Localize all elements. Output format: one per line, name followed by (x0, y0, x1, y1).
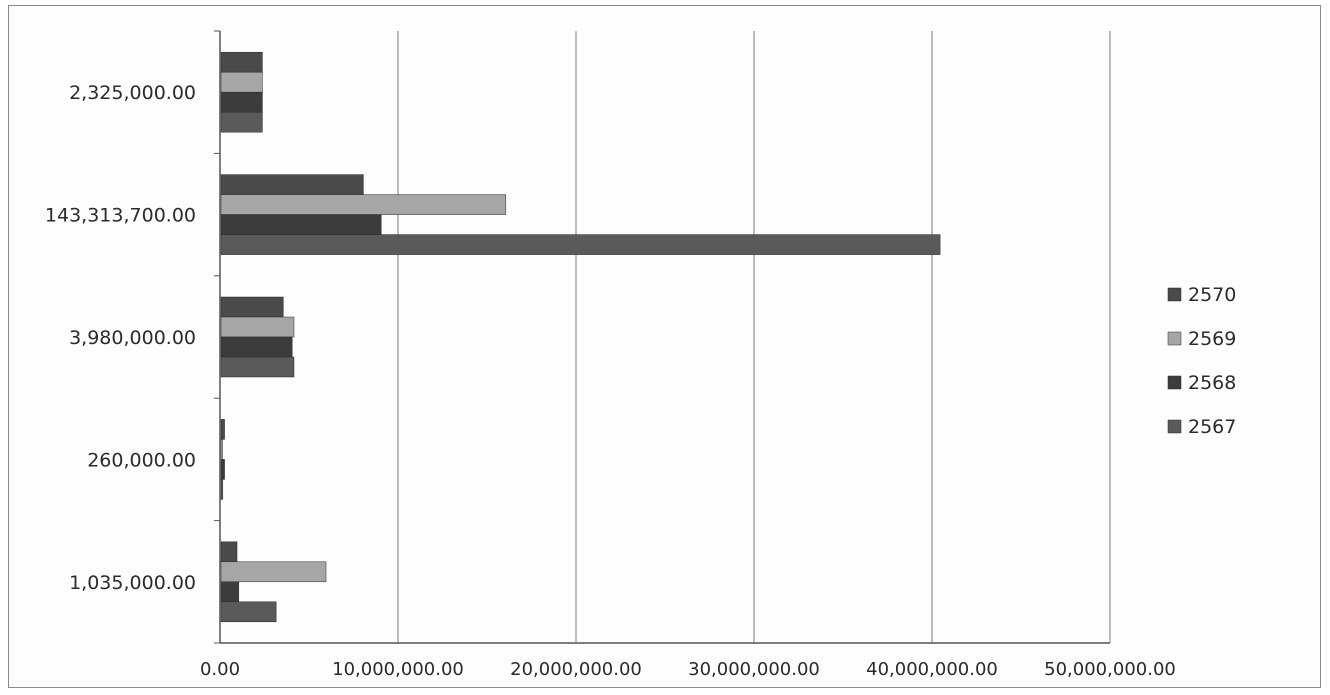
category-labels: 2,325,000.00 143,313,700.00 3,980,000.00 26… (45, 82, 196, 594)
bar-2567-0 (220, 111, 263, 133)
bar-2569-1 (220, 194, 507, 215)
bar-2568-3 (220, 459, 225, 480)
legend: 2570 2569 2568 2567 (1167, 284, 1236, 438)
x-tick-labels: 0.00 10,000,000.00 20,000,000.00 30,000,000… (200, 659, 1176, 680)
category-label: 3,980,000.00 (69, 327, 196, 349)
legend-label: 2568 (1188, 372, 1236, 394)
x-tick-label: 0.00 (200, 659, 240, 680)
legend-swatch (1167, 331, 1182, 346)
bar-2567-4 (220, 601, 277, 623)
axes (214, 30, 1110, 644)
bar-2570-3 (220, 419, 225, 440)
bar-2570-0 (220, 51, 263, 73)
x-tick-label: 50,000,000.00 (1044, 659, 1176, 680)
category-label: 260,000.00 (87, 449, 196, 471)
category-label: 1,035,000.00 (69, 572, 196, 594)
x-tick-label: 20,000,000.00 (510, 659, 642, 680)
legend-label: 2570 (1188, 284, 1236, 306)
bar-2570-4 (220, 541, 238, 563)
bar-2569-0 (220, 71, 263, 93)
bar-2568-1 (220, 214, 382, 235)
legend-label: 2567 (1188, 416, 1236, 438)
legend-swatch (1167, 419, 1182, 434)
bar-2570-1 (220, 174, 364, 195)
bar-2569-3 (220, 439, 223, 460)
legend-swatch (1167, 375, 1182, 390)
bars (220, 51, 941, 623)
bar-2569-2 (220, 316, 295, 338)
bar-2570-2 (220, 296, 284, 318)
bar-2567-3 (220, 479, 224, 500)
bar-2568-4 (220, 581, 240, 603)
category-label: 143,313,700.00 (45, 205, 196, 227)
bar-2568-2 (220, 336, 293, 358)
x-tick-label: 40,000,000.00 (866, 659, 998, 680)
x-tick-label: 10,000,000.00 (332, 659, 464, 680)
legend-label: 2569 (1188, 328, 1236, 350)
x-tick-label: 30,000,000.00 (688, 659, 820, 680)
bar-2568-0 (220, 91, 263, 113)
category-label: 2,325,000.00 (69, 82, 196, 104)
grid-lines (397, 31, 1111, 643)
legend-swatch (1167, 287, 1182, 302)
bar-2567-2 (220, 356, 295, 378)
bar-2569-4 (220, 561, 327, 583)
bar-2567-1 (220, 234, 941, 255)
